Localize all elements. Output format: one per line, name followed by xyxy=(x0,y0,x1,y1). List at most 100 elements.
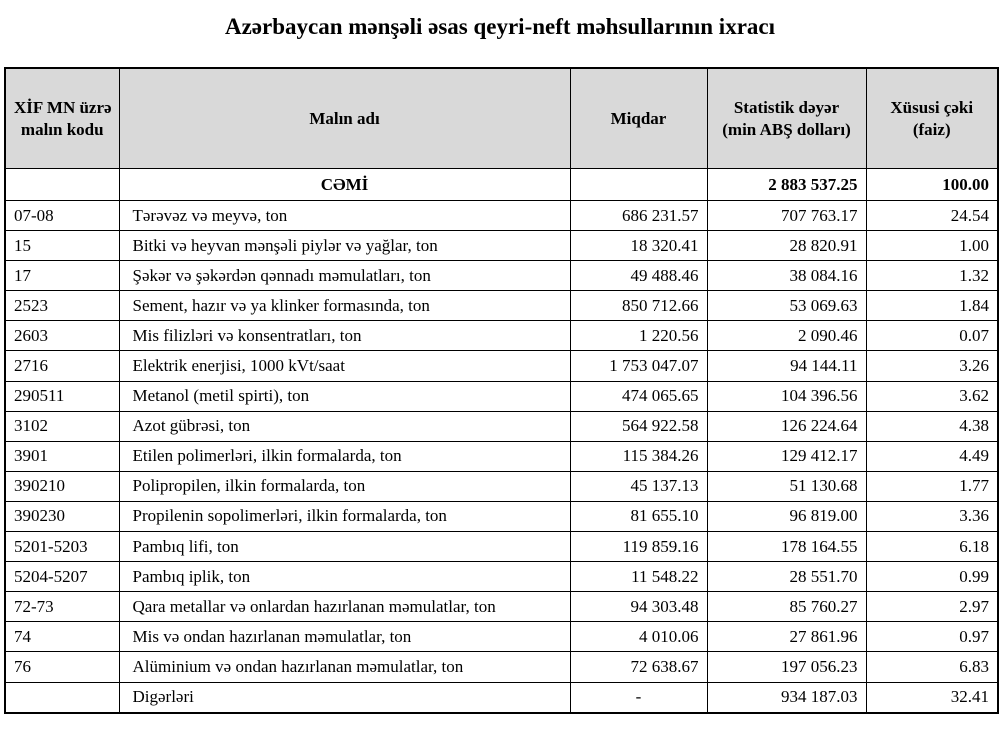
cell-code: 07-08 xyxy=(4,199,120,232)
cell-code: 15 xyxy=(4,230,120,262)
header-share: Xüsusi çəki (faiz) xyxy=(865,67,999,169)
total-code xyxy=(4,168,120,201)
cell-code: 290511 xyxy=(4,380,120,412)
cell-name: Sement, hazır və ya klinker formasında, … xyxy=(118,290,571,322)
cell-quantity: 94 303.48 xyxy=(569,591,708,623)
table-row: 2523 Sement, hazır və ya klinker formasın… xyxy=(4,290,999,322)
cell-code: 3102 xyxy=(4,410,120,442)
page-title: Azərbaycan mənşəli əsas qeyri-neft məhsu… xyxy=(224,14,775,39)
cell-quantity: 115 384.26 xyxy=(569,440,708,472)
cell-quantity: 72 638.67 xyxy=(569,651,708,683)
table-row: 74 Mis və ondan hazırlanan məmulatlar, to… xyxy=(4,621,999,653)
cell-quantity: 850 712.66 xyxy=(569,290,708,322)
cell-share: 3.36 xyxy=(865,500,999,533)
cell-name: Qara metallar və onlardan hazırlanan məm… xyxy=(118,591,571,623)
cell-value: 51 130.68 xyxy=(706,470,867,502)
cell-quantity: 1 753 047.07 xyxy=(569,350,708,382)
cell-name: Mis və ondan hazırlanan məmulatlar, ton xyxy=(118,621,571,653)
cell-quantity: 11 548.22 xyxy=(569,561,708,593)
cell-share: 4.38 xyxy=(865,410,999,442)
exports-table: XİF MN üzrə malın kodu Malın adı Miqdar S… xyxy=(4,67,999,714)
total-label: CƏMİ xyxy=(118,168,571,201)
cell-code: 2523 xyxy=(4,290,120,322)
cell-code: 74 xyxy=(4,621,120,653)
table-row: 3102 Azot gübrəsi, ton 564 922.58 126 224.6… xyxy=(4,410,999,442)
cell-code: 5204-5207 xyxy=(4,561,120,593)
cell-name: Pambıq iplik, ton xyxy=(118,561,571,593)
cell-value: 707 763.17 xyxy=(706,199,867,232)
cell-name: Pambıq lifi, ton xyxy=(118,531,571,563)
cell-share: 4.49 xyxy=(865,440,999,472)
cell-name: Polipropilen, ilkin formalarda, ton xyxy=(118,470,571,502)
cell-name: Metanol (metil spirti), ton xyxy=(118,380,571,412)
cell-quantity: 4 010.06 xyxy=(569,621,708,653)
table-row: 5201-5203 Pambıq lifi, ton 119 859.16 178 1… xyxy=(4,531,999,563)
cell-name: Tərəvəz və meyvə, ton xyxy=(118,199,571,232)
cell-code: 72-73 xyxy=(4,591,120,623)
header-code: XİF MN üzrə malın kodu xyxy=(4,67,120,169)
cell-share: 2.97 xyxy=(865,591,999,623)
cell-quantity: 49 488.46 xyxy=(569,260,708,292)
cell-quantity: 45 137.13 xyxy=(569,470,708,502)
cell-share: 3.62 xyxy=(865,380,999,412)
cell-value: 126 224.64 xyxy=(706,410,867,442)
cell-code: 76 xyxy=(4,651,120,683)
cell-name: Propilenin sopolimerləri, ilkin formalar… xyxy=(118,500,571,533)
table-row: 15 Bitki və heyvan mənşəli piylər və yağl… xyxy=(4,230,999,262)
table-row: 390230 Propilenin sopolimerləri, ilkin fo… xyxy=(4,500,999,533)
cell-value: 129 412.17 xyxy=(706,440,867,472)
cell-value: 53 069.63 xyxy=(706,290,867,322)
cell-share: 1.77 xyxy=(865,470,999,502)
table-row: 17 Şəkər və şəkərdən qənnadı məmulatları,… xyxy=(4,260,999,292)
cell-value: 27 861.96 xyxy=(706,621,867,653)
cell-quantity: 686 231.57 xyxy=(569,199,708,232)
cell-code: 390210 xyxy=(4,470,120,502)
cell-value: 934 187.03 xyxy=(706,681,867,714)
cell-quantity: - xyxy=(569,681,708,714)
cell-quantity: 81 655.10 xyxy=(569,500,708,533)
header-value: Statistik dəyər (min ABŞ dolları) xyxy=(706,67,867,169)
table-row: 290511 Metanol (metil spirti), ton 474 065… xyxy=(4,380,999,412)
cell-name: Azot gübrəsi, ton xyxy=(118,410,571,442)
cell-quantity: 18 320.41 xyxy=(569,230,708,262)
cell-value: 96 819.00 xyxy=(706,500,867,533)
cell-quantity: 119 859.16 xyxy=(569,531,708,563)
cell-name: Şəkər və şəkərdən qənnadı məmulatları, t… xyxy=(118,260,571,292)
table-row: 390210 Polipropilen, ilkin formalarda, to… xyxy=(4,470,999,502)
cell-share: 6.18 xyxy=(865,531,999,563)
cell-code: 3901 xyxy=(4,440,120,472)
header-name: Malın adı xyxy=(118,67,571,169)
total-quantity xyxy=(569,168,708,201)
table-row: 72-73 Qara metallar və onlardan hazırlana… xyxy=(4,591,999,623)
table-row: 2716 Elektrik enerjisi, 1000 kVt/saat 1 75… xyxy=(4,350,999,382)
cell-share: 1.00 xyxy=(865,230,999,262)
cell-code: 5201-5203 xyxy=(4,531,120,563)
total-share: 100.00 xyxy=(865,168,999,201)
cell-value: 197 056.23 xyxy=(706,651,867,683)
table-row: 5204-5207 Pambıq iplik, ton 11 548.22 28 55… xyxy=(4,561,999,593)
table-row: Digərləri -934 187.03 32.41 xyxy=(4,681,999,714)
cell-share: 0.97 xyxy=(865,621,999,653)
table-row: 07-08 Tərəvəz və meyvə, ton 686 231.57 707 … xyxy=(4,199,999,232)
cell-share: 0.99 xyxy=(865,561,999,593)
cell-name: Elektrik enerjisi, 1000 kVt/saat xyxy=(118,350,571,382)
cell-code xyxy=(4,681,120,714)
cell-value: 2 090.46 xyxy=(706,320,867,352)
cell-value: 38 084.16 xyxy=(706,260,867,292)
total-value: 2 883 537.25 xyxy=(706,168,867,201)
cell-share: 1.32 xyxy=(865,260,999,292)
cell-code: 2716 xyxy=(4,350,120,382)
cell-quantity: 474 065.65 xyxy=(569,380,708,412)
total-row: CƏMİ 2 883 537.25 100.00 xyxy=(4,168,999,201)
cell-name: Alüminium və ondan hazırlanan məmulatlar… xyxy=(118,651,571,683)
cell-name: Digərləri xyxy=(118,681,571,714)
cell-value: 28 820.91 xyxy=(706,230,867,262)
cell-quantity: 564 922.58 xyxy=(569,410,708,442)
cell-value: 28 551.70 xyxy=(706,561,867,593)
cell-share: 6.83 xyxy=(865,651,999,683)
header-quantity: Miqdar xyxy=(569,67,708,169)
cell-name: Mis filizləri və konsentratları, ton xyxy=(118,320,571,352)
table-row: 2603 Mis filizləri və konsentratları, ton… xyxy=(4,320,999,352)
cell-value: 85 760.27 xyxy=(706,591,867,623)
cell-share: 32.41 xyxy=(865,681,999,714)
